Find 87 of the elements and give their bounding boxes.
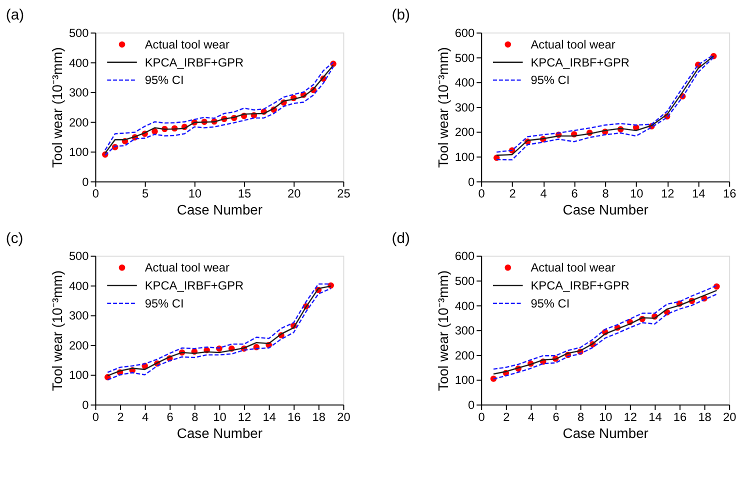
- y-axis-title: Tool wear (10⁻³mm): [434, 270, 451, 391]
- y-tick-label: 200: [454, 125, 476, 140]
- y-tick-label: 200: [454, 348, 476, 362]
- y-tick-label: 100: [68, 368, 90, 382]
- x-tick-label: 8: [192, 410, 199, 424]
- y-axis-title: Tool wear (10⁻³mm): [48, 47, 65, 168]
- x-tick-label: 5: [142, 186, 150, 201]
- chart-title: (c): [6, 230, 24, 247]
- x-tick-label: 2: [509, 186, 516, 201]
- legend-label: KPCA_IRBF+GPR: [530, 278, 630, 292]
- x-tick-label: 6: [571, 186, 578, 201]
- y-tick-label: 0: [82, 398, 90, 412]
- y-tick-label: 100: [68, 145, 90, 160]
- x-tick-label: 2: [503, 410, 510, 424]
- x-tick-label: 8: [577, 410, 584, 424]
- legend-label: 95% CI: [530, 73, 570, 88]
- y-tick-label: 100: [454, 150, 476, 164]
- y-tick-label: 300: [68, 308, 90, 323]
- legend-label: 95% CI: [144, 296, 184, 310]
- y-tick-label: 600: [454, 249, 476, 264]
- x-axis-title: Case Number: [562, 424, 649, 441]
- legend-label: 95% CI: [530, 296, 570, 310]
- y-tick-label: 500: [454, 274, 476, 288]
- y-tick-label: 500: [454, 50, 476, 65]
- y-tick-label: 0: [468, 398, 476, 412]
- y-tick-label: 400: [68, 56, 90, 70]
- x-tick-label: 0: [478, 186, 486, 201]
- x-axis-title: Case Number: [176, 202, 263, 218]
- legend-label: KPCA_IRBF+GPR: [144, 278, 244, 292]
- x-tick-label: 14: [648, 410, 662, 424]
- chart-title: (b): [392, 8, 410, 24]
- x-tick-label: 25: [337, 186, 351, 201]
- y-tick-label: 400: [68, 278, 90, 293]
- x-tick-label: 18: [698, 410, 712, 424]
- y-tick-label: 500: [68, 26, 90, 40]
- x-tick-label: 14: [692, 186, 706, 201]
- y-tick-label: 0: [468, 174, 476, 189]
- y-tick-label: 400: [454, 298, 476, 313]
- x-tick-label: 0: [478, 410, 486, 424]
- x-tick-label: 8: [602, 186, 610, 201]
- x-tick-label: 4: [528, 410, 535, 424]
- x-tick-label: 10: [630, 186, 644, 201]
- x-tick-label: 0: [92, 186, 100, 201]
- y-tick-label: 200: [68, 115, 90, 130]
- x-tick-label: 16: [722, 186, 737, 201]
- legend-label: KPCA_IRBF+GPR: [144, 55, 244, 70]
- x-tick-label: 20: [722, 410, 737, 424]
- legend-label: Actual tool wear: [530, 260, 616, 275]
- x-tick-label: 20: [337, 410, 351, 424]
- x-axis-title: Case Number: [176, 424, 263, 441]
- y-axis-title: Tool wear (10⁻³mm): [434, 47, 451, 168]
- x-tick-label: 16: [673, 410, 687, 424]
- x-tick-label: 10: [188, 186, 202, 201]
- x-tick-label: 0: [92, 410, 100, 424]
- y-tick-label: 300: [454, 324, 476, 338]
- x-tick-label: 15: [238, 186, 252, 201]
- chart-title: (d): [392, 230, 410, 247]
- x-tick-label: 4: [540, 186, 548, 201]
- y-tick-label: 400: [454, 76, 476, 90]
- y-tick-label: 600: [454, 26, 476, 40]
- x-tick-label: 18: [312, 410, 326, 424]
- x-tick-label: 10: [213, 410, 227, 424]
- legend-label: 95% CI: [144, 73, 184, 88]
- legend-label: Actual tool wear: [144, 260, 230, 275]
- x-tick-label: 14: [262, 410, 276, 424]
- y-tick-label: 0: [82, 174, 90, 189]
- x-tick-label: 6: [166, 410, 174, 424]
- y-tick-label: 100: [454, 373, 476, 388]
- x-axis-title: Case Number: [562, 202, 649, 218]
- x-tick-label: 2: [117, 410, 124, 424]
- x-tick-label: 10: [598, 410, 613, 424]
- legend-label: Actual tool wear: [144, 37, 230, 52]
- x-tick-label: 16: [288, 410, 302, 424]
- y-tick-label: 500: [68, 249, 90, 264]
- x-tick-label: 12: [238, 410, 252, 424]
- y-axis-title: Tool wear (10⁻³mm): [48, 270, 65, 391]
- legend-label: KPCA_IRBF+GPR: [530, 55, 630, 70]
- y-tick-label: 300: [454, 100, 476, 114]
- chart-title: (a): [6, 8, 24, 24]
- x-tick-label: 20: [288, 186, 302, 201]
- x-tick-label: 12: [624, 410, 638, 424]
- x-tick-label: 12: [660, 186, 675, 201]
- x-tick-label: 6: [552, 410, 560, 424]
- legend-label: Actual tool wear: [530, 37, 616, 52]
- x-tick-label: 4: [142, 410, 150, 424]
- y-tick-label: 300: [68, 86, 90, 100]
- y-tick-label: 200: [68, 338, 90, 352]
